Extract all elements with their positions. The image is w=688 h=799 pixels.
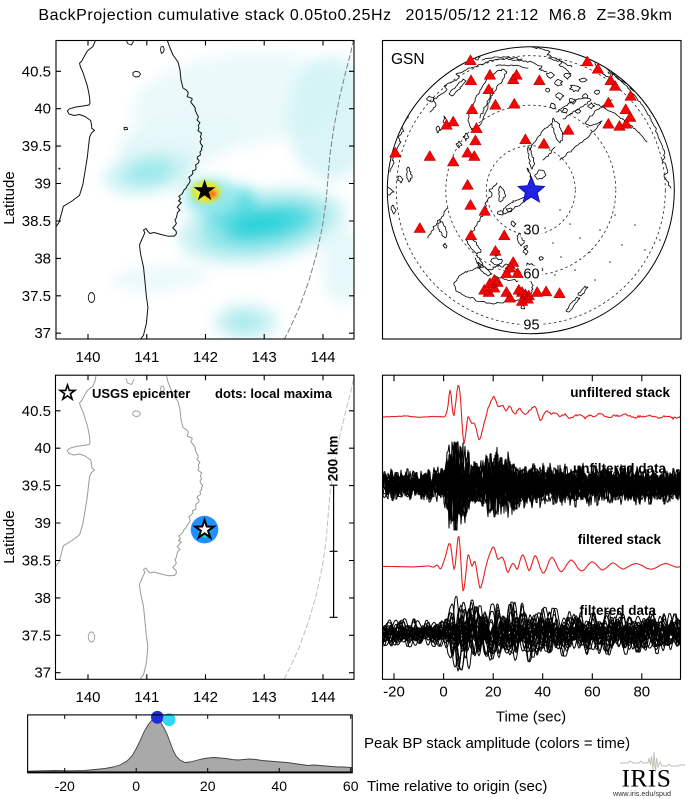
- svg-text:39: 39: [34, 515, 51, 532]
- svg-text:37: 37: [34, 325, 51, 342]
- svg-text:60: 60: [584, 684, 601, 701]
- svg-text:Peak BP stack amplitude (color: Peak BP stack amplitude (colors = time): [364, 735, 630, 752]
- svg-text:37: 37: [34, 665, 51, 682]
- svg-text:143: 143: [252, 349, 277, 366]
- svg-text:60: 60: [523, 267, 539, 283]
- svg-text:Latitude: Latitude: [1, 171, 18, 224]
- svg-text:38: 38: [34, 250, 51, 267]
- svg-text:filtered data: filtered data: [579, 603, 656, 618]
- svg-text:40: 40: [34, 101, 51, 118]
- svg-text:20: 20: [200, 778, 216, 794]
- svg-text:-20: -20: [383, 684, 405, 701]
- svg-text:37.5: 37.5: [22, 627, 51, 644]
- svg-text:38: 38: [34, 590, 51, 607]
- svg-text:40.5: 40.5: [22, 63, 51, 80]
- svg-text:40: 40: [34, 440, 51, 457]
- svg-text:0: 0: [439, 684, 447, 701]
- svg-text:Time (sec): Time (sec): [496, 709, 566, 726]
- svg-text:40.5: 40.5: [22, 403, 51, 420]
- svg-text:IRIS: IRIS: [622, 764, 672, 793]
- svg-text:dots: local maxima: dots: local maxima: [215, 386, 333, 401]
- svg-text:2015/05/12 21:12 M6.8 Z=38.9: 2015/05/12 21:12 M6.8 Z=38.9km: [405, 7, 672, 24]
- svg-text:20: 20: [485, 684, 502, 701]
- svg-text:39.5: 39.5: [22, 138, 51, 155]
- svg-text:200 km: 200 km: [326, 436, 341, 482]
- svg-text:www.iris.edu/spud: www.iris.edu/spud: [612, 789, 671, 798]
- svg-text:144: 144: [310, 689, 335, 706]
- svg-text:0: 0: [132, 778, 140, 794]
- svg-text:140: 140: [75, 689, 100, 706]
- svg-text:142: 142: [193, 689, 218, 706]
- svg-text:37.5: 37.5: [22, 288, 51, 305]
- svg-text:unfiltered data: unfiltered data: [573, 461, 667, 476]
- svg-text:142: 142: [193, 349, 218, 366]
- svg-text:141: 141: [134, 689, 159, 706]
- svg-text:USGS epicenter: USGS epicenter: [92, 386, 190, 401]
- svg-text:40: 40: [271, 778, 287, 794]
- svg-text:144: 144: [310, 349, 335, 366]
- svg-text:39.5: 39.5: [22, 478, 51, 495]
- svg-text:141: 141: [134, 349, 159, 366]
- svg-text:38.5: 38.5: [22, 553, 51, 570]
- svg-text:30: 30: [523, 223, 539, 239]
- svg-text:filtered stack: filtered stack: [578, 532, 662, 547]
- svg-text:143: 143: [252, 689, 277, 706]
- svg-text:95: 95: [523, 318, 539, 334]
- svg-text:Latitude: Latitude: [1, 510, 18, 563]
- svg-text:GSN: GSN: [391, 51, 425, 68]
- svg-text:unfiltered stack: unfiltered stack: [570, 385, 670, 400]
- svg-text:Time relative to origin (sec): Time relative to origin (sec): [367, 778, 547, 795]
- svg-text:-20: -20: [55, 778, 75, 794]
- svg-text:140: 140: [75, 349, 100, 366]
- svg-text:38.5: 38.5: [22, 213, 51, 230]
- svg-text:80: 80: [633, 684, 650, 701]
- svg-text:60: 60: [343, 778, 359, 794]
- svg-text:40: 40: [534, 684, 551, 701]
- svg-text:39: 39: [34, 176, 51, 193]
- svg-text:BackProjection cumulative stac: BackProjection cumulative stack 0.05to0.…: [38, 7, 391, 24]
